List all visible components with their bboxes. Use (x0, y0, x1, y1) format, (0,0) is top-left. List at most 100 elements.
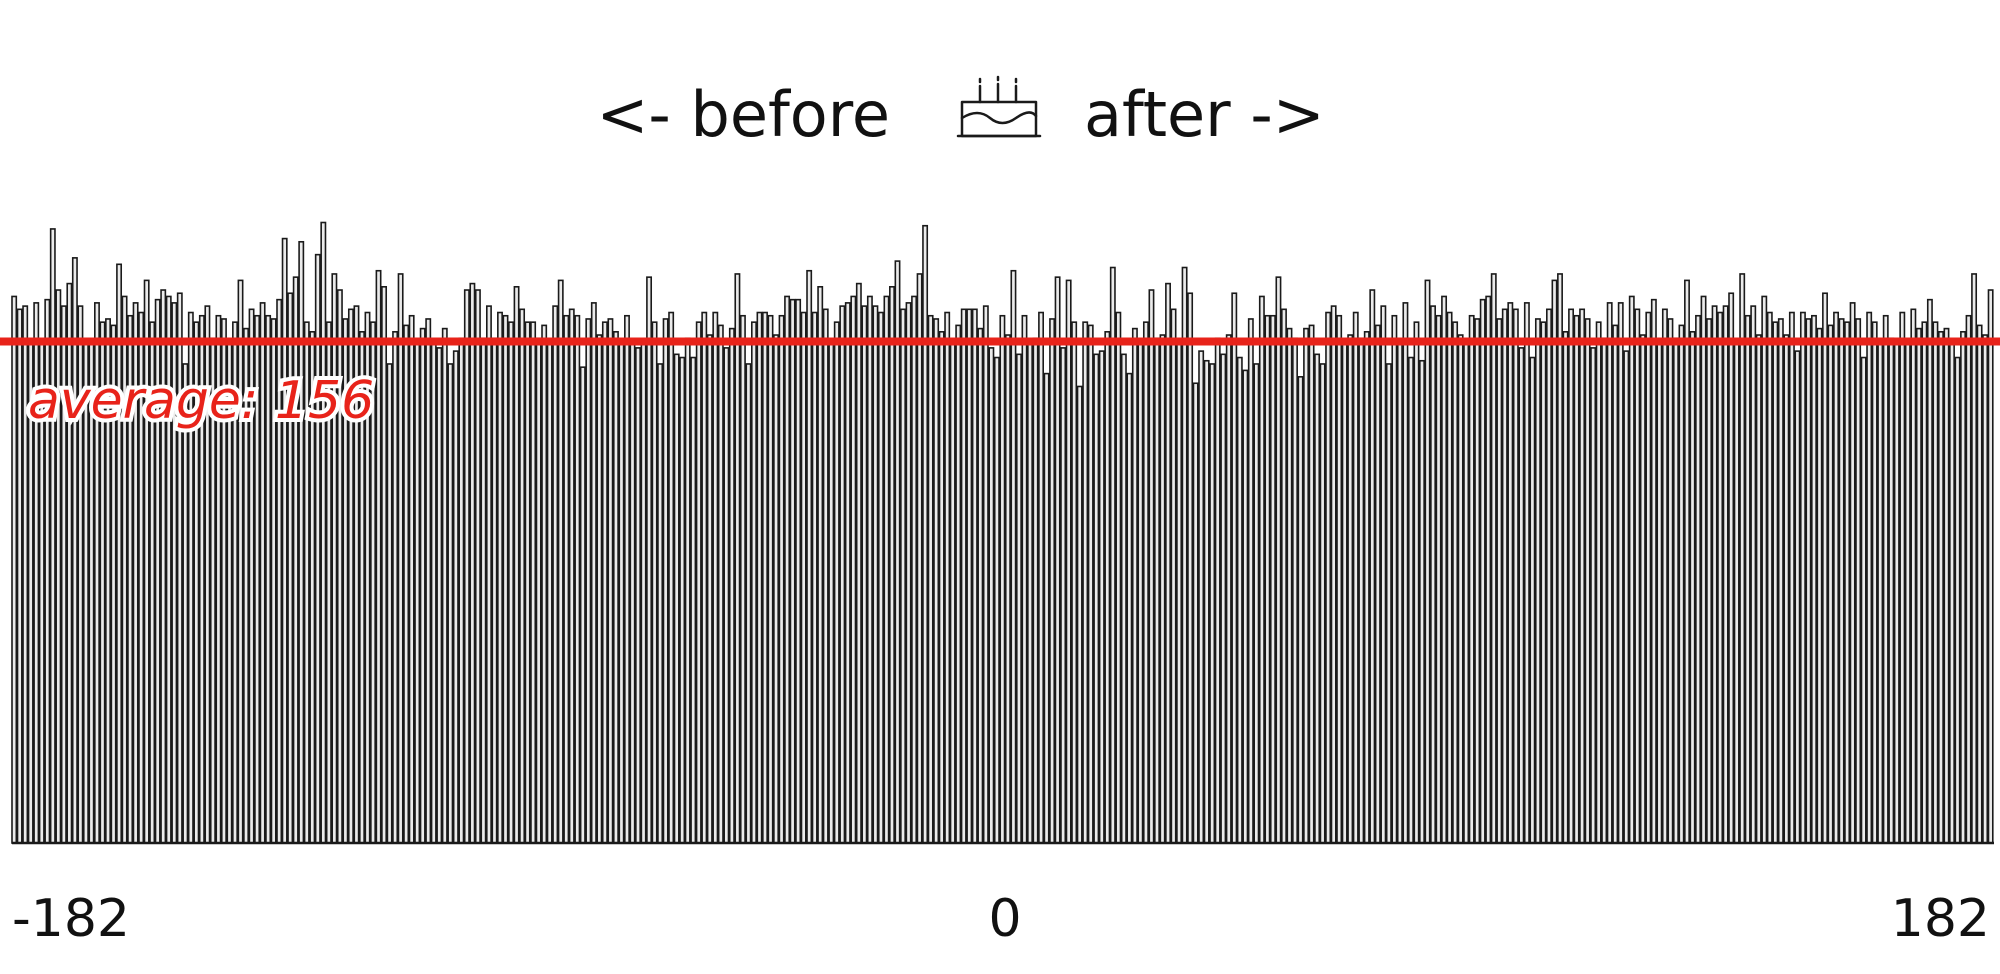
x-tick-label-center: 0 (988, 889, 1021, 949)
bar (1236, 356, 1243, 844)
bar (1711, 305, 1718, 844)
bar (1247, 318, 1254, 844)
bars-group (11, 221, 1994, 844)
birthday-cake-icon (956, 75, 1042, 138)
bar (1148, 289, 1155, 844)
bar (679, 356, 686, 844)
bar (723, 347, 730, 844)
bar (568, 308, 575, 844)
bar (1385, 363, 1392, 844)
bar (1374, 324, 1381, 844)
bar (1281, 308, 1287, 844)
bar (1772, 321, 1779, 844)
bar (1717, 311, 1724, 844)
bar (1799, 311, 1806, 844)
bar (750, 321, 757, 844)
bar (116, 263, 123, 844)
bar (1060, 347, 1067, 844)
bar (1490, 273, 1497, 844)
bar (16, 308, 23, 844)
bar (1628, 295, 1635, 844)
bar (1937, 331, 1944, 844)
bar (590, 302, 597, 844)
bar (1805, 318, 1812, 844)
bar (331, 273, 338, 844)
bar (66, 282, 73, 844)
bar (1788, 311, 1795, 844)
bar (1341, 340, 1348, 844)
bar (1551, 279, 1558, 844)
bar (712, 311, 719, 844)
bar (375, 269, 382, 844)
bar (552, 305, 559, 844)
bar (1441, 295, 1448, 844)
bar (1154, 337, 1160, 844)
bar (1855, 318, 1862, 844)
bar (668, 311, 675, 844)
bar (419, 327, 426, 844)
bar (1612, 324, 1619, 844)
bar (817, 285, 824, 844)
bar (1965, 314, 1972, 844)
bar (1391, 314, 1398, 844)
bar (800, 311, 807, 844)
bar (1739, 273, 1746, 844)
bar (1833, 311, 1840, 844)
bar (1407, 356, 1414, 844)
bar (850, 295, 857, 844)
bar (1231, 292, 1238, 844)
bar (839, 305, 846, 844)
bar (938, 331, 945, 844)
bar (784, 295, 791, 844)
bar (1286, 327, 1293, 844)
bar (1308, 324, 1315, 844)
bar (381, 285, 388, 844)
bar (745, 363, 752, 844)
bar (1595, 321, 1602, 844)
bar (1949, 340, 1955, 844)
bar (1750, 305, 1757, 844)
x-tick-label-right: 182 (1891, 889, 1990, 949)
bar (1783, 334, 1790, 844)
bar (1120, 353, 1127, 844)
bar (530, 321, 537, 844)
bar (579, 366, 586, 844)
bar (806, 269, 813, 844)
bar (756, 311, 763, 844)
bar (1419, 359, 1425, 844)
bar (71, 257, 78, 844)
bar (596, 334, 603, 844)
bar (734, 273, 741, 844)
bar (966, 308, 973, 844)
bar (1954, 356, 1961, 844)
bar (585, 318, 592, 844)
bar (905, 302, 912, 844)
bar (1043, 372, 1050, 844)
bar (944, 311, 951, 844)
bar (1987, 289, 1994, 844)
bar (861, 305, 868, 844)
bar (778, 314, 785, 844)
bar (883, 295, 890, 844)
bar (618, 343, 625, 844)
bar (607, 318, 614, 844)
bar (1844, 321, 1851, 844)
bar (657, 363, 664, 844)
bar (1650, 298, 1657, 844)
bar (1496, 318, 1503, 844)
bar (1054, 276, 1061, 844)
bar (612, 331, 619, 844)
bar (1380, 305, 1387, 844)
bar (1811, 314, 1817, 844)
bar (684, 337, 691, 844)
bar (1684, 279, 1690, 844)
bar (1319, 363, 1326, 844)
bar (1087, 324, 1094, 844)
bar (1667, 318, 1674, 844)
bar (1623, 350, 1630, 844)
bar (1336, 314, 1343, 844)
bar (1601, 337, 1608, 844)
bar (1098, 350, 1105, 844)
bar (1882, 314, 1889, 844)
